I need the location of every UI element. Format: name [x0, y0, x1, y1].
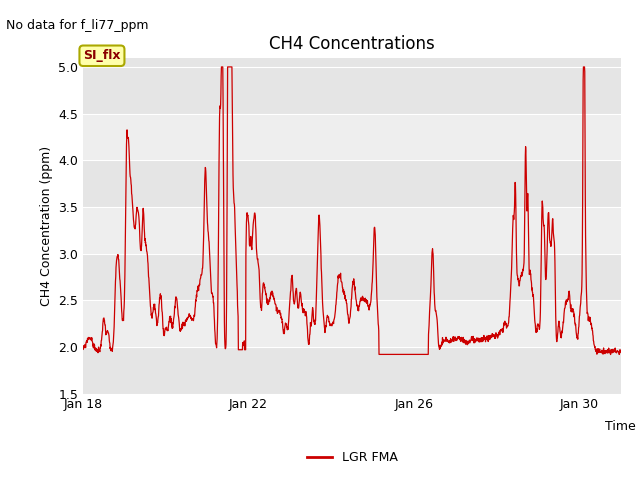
Title: CH4 Concentrations: CH4 Concentrations	[269, 35, 435, 53]
Bar	[83, 114, 621, 160]
Text: SI_flx: SI_flx	[83, 49, 121, 62]
Bar	[83, 300, 621, 347]
Bar	[83, 207, 621, 253]
Text: No data for f_li77_ppm: No data for f_li77_ppm	[6, 19, 149, 32]
Y-axis label: CH4 Concentration (ppm): CH4 Concentration (ppm)	[40, 145, 52, 306]
X-axis label: Time: Time	[605, 420, 636, 433]
Legend: LGR FMA: LGR FMA	[301, 446, 403, 469]
